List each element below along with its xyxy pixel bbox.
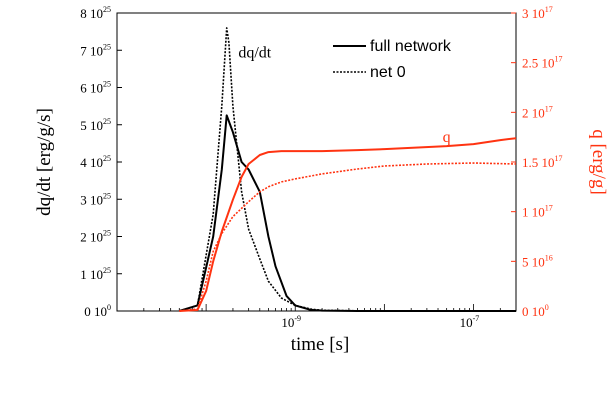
series-layer bbox=[179, 27, 517, 312]
left-tick-label: 7 1025 bbox=[80, 42, 111, 58]
right-tick-label: 0 100 bbox=[522, 303, 549, 319]
right-axis-ticks: 0 100 5 1016 1 1017 1.5 1017 2 1017 2.5 1017 3… bbox=[511, 5, 563, 319]
x-axis-ticks: 10-9 10-7 bbox=[116, 304, 517, 330]
series-line-2 bbox=[179, 137, 517, 312]
left-axis-ticks: 0 100 1 1025 2 1025 3 1025 4 1025 5 1025 6 102… bbox=[80, 5, 122, 319]
right-tick-label: 2.5 1017 bbox=[522, 55, 563, 71]
left-tick-label: 3 1025 bbox=[80, 191, 111, 207]
y-axis-left-label: dq/dt [erg/g/s] bbox=[34, 108, 55, 216]
legend: full network net 0 bbox=[333, 38, 452, 81]
left-tick-label: 2 1025 bbox=[80, 229, 111, 245]
right-tick-label: 1 1017 bbox=[522, 204, 553, 220]
annotation-1: q bbox=[443, 129, 451, 146]
x-tick-label: 10-9 bbox=[281, 314, 301, 330]
y-axis-right-label: q [erg/g] bbox=[588, 129, 609, 195]
annotations: dq/dt q bbox=[238, 45, 450, 146]
x-tick-label: 10-7 bbox=[460, 314, 480, 330]
series-line-3 bbox=[179, 162, 517, 312]
left-tick-label: 6 1025 bbox=[80, 80, 111, 96]
left-tick-label: 0 100 bbox=[84, 303, 111, 319]
x-axis-label: time [s] bbox=[291, 334, 350, 355]
left-tick-label: 8 1025 bbox=[80, 5, 111, 21]
right-tick-label: 1.5 1017 bbox=[522, 154, 563, 170]
left-tick-label: 4 1025 bbox=[80, 154, 111, 170]
annotation-0: dq/dt bbox=[238, 45, 271, 62]
plot-area bbox=[116, 12, 517, 312]
left-tick-label: 1 1025 bbox=[80, 266, 111, 282]
left-tick-label: 5 1025 bbox=[80, 117, 111, 133]
right-tick-label: 2 1017 bbox=[522, 104, 553, 120]
legend-label-net-0: net 0 bbox=[370, 64, 406, 81]
right-tick-label: 5 1016 bbox=[522, 253, 553, 269]
series-line-1 bbox=[179, 27, 516, 312]
right-tick-label: 3 1017 bbox=[522, 5, 553, 21]
legend-label-full-network: full network bbox=[370, 38, 452, 55]
